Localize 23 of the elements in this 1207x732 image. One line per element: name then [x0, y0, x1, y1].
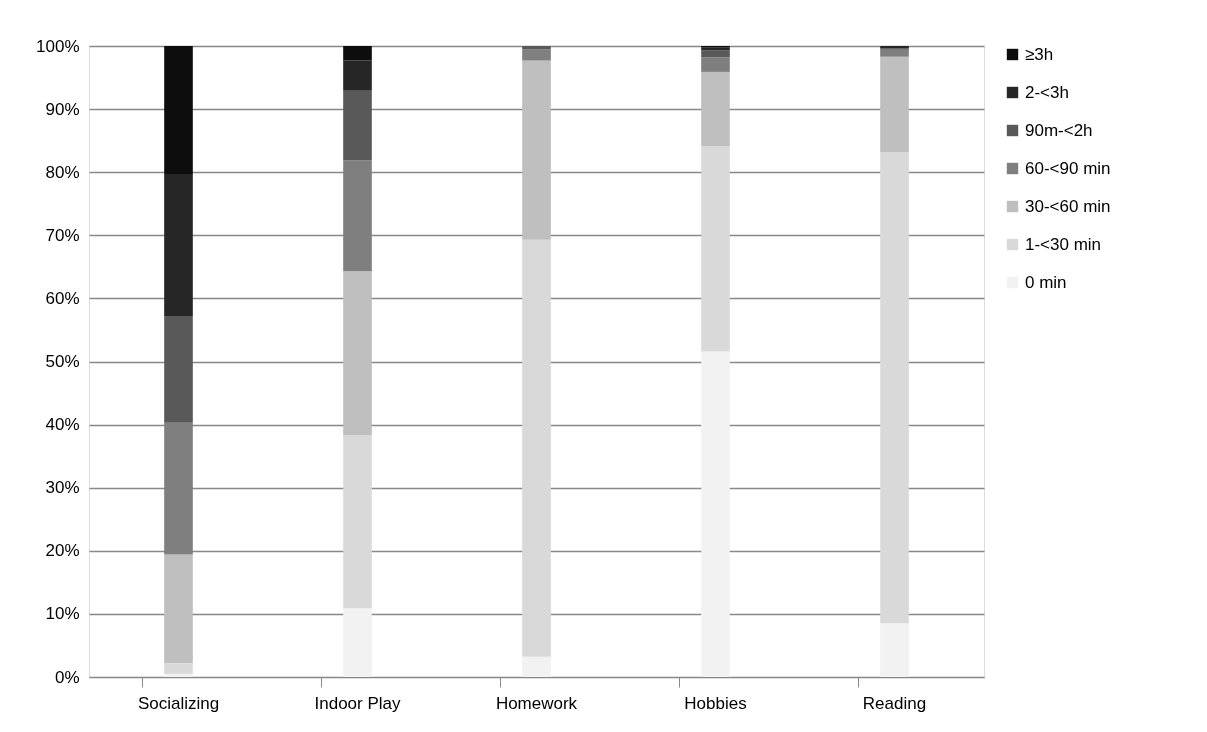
legend-label: 1-<30 min — [1025, 234, 1102, 254]
y-tick-label: 60% — [45, 288, 80, 308]
legend-label: 30-<60 min — [1025, 196, 1111, 216]
legend-label: 90m-<2h — [1025, 120, 1093, 140]
y-tick-label: 100% — [36, 36, 80, 56]
y-tick-label: 70% — [45, 225, 80, 245]
y-tick-label: 80% — [45, 162, 80, 182]
y-tick-label: 20% — [45, 541, 80, 561]
legend-label: ≥3h — [1025, 44, 1054, 64]
y-tick-label: 0% — [54, 667, 80, 687]
x-tick-label: Reading — [862, 693, 927, 713]
y-tick-label: 50% — [45, 352, 80, 371]
y-tick-label: 10% — [45, 604, 80, 624]
legend-label: 0 min — [1025, 272, 1067, 292]
legend-label: 2-<3h — [1025, 82, 1069, 102]
x-tick-label: Socializing — [137, 693, 220, 713]
y-tick-label: 90% — [45, 99, 80, 119]
x-tick-label: Homework — [495, 693, 578, 713]
x-tick-label: Hobbies — [684, 693, 747, 713]
y-tick-label: 30% — [45, 478, 80, 498]
legend-label: 60-<90 min — [1025, 158, 1111, 178]
x-tick-label: Indoor Play — [314, 693, 401, 713]
y-tick-label: 40% — [45, 415, 80, 435]
